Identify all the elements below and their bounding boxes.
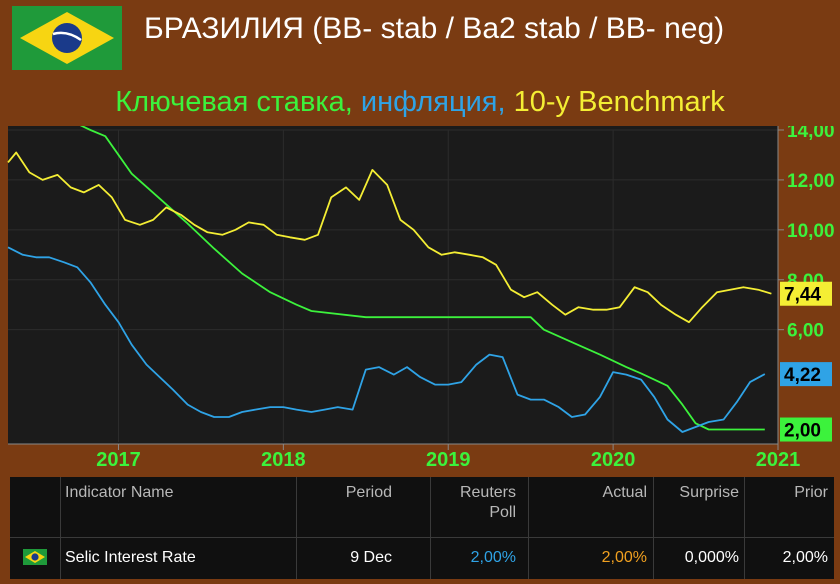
series-line-inflation bbox=[7, 246, 766, 433]
x-tick-label: 2020 bbox=[591, 449, 636, 471]
table-divider bbox=[528, 477, 529, 579]
y-tick-label: 10,00 bbox=[787, 221, 835, 242]
row-prior: 2,00% bbox=[782, 549, 828, 566]
table-divider bbox=[430, 477, 431, 579]
row-period: 9 Dec bbox=[350, 549, 392, 566]
subtitle-key-rate: Ключевая ставка, bbox=[115, 86, 361, 118]
table-header-divider bbox=[10, 537, 834, 538]
table-divider bbox=[60, 477, 61, 579]
y-tick-label: 14,00 bbox=[787, 126, 835, 142]
last-value-labels: 7,44 4,22 2,00 bbox=[780, 281, 832, 442]
row-indicator-name[interactable]: Selic Interest Rate bbox=[65, 549, 196, 566]
column-header-prior: Prior bbox=[794, 484, 828, 501]
x-tick-label: 2017 bbox=[96, 449, 141, 471]
subtitle-benchmark: 10-y Benchmark bbox=[513, 86, 725, 118]
series-line-benchmark bbox=[7, 151, 772, 324]
grid-lines bbox=[8, 129, 779, 442]
table-divider bbox=[744, 477, 745, 579]
y-tick-label: 6,00 bbox=[787, 321, 824, 342]
plot-area bbox=[8, 126, 778, 444]
column-header-poll: Reuters Poll bbox=[459, 484, 516, 521]
column-header-surprise: Surprise bbox=[679, 484, 739, 501]
last-value-label: 4,22 bbox=[784, 365, 821, 386]
brazil-flag-icon bbox=[23, 549, 47, 565]
series-line-key_rate bbox=[79, 126, 765, 431]
chart-subtitle: Ключевая ставка, инфляция, 10-y Benchmar… bbox=[0, 78, 840, 126]
page-title: БРАЗИЛИЯ (BB- stab / Ba2 stab / BB- neg) bbox=[144, 12, 725, 45]
last-value-label: 7,44 bbox=[784, 285, 821, 306]
row-reuters-poll: 2,00% bbox=[470, 549, 516, 566]
last-value-badge bbox=[780, 281, 832, 306]
x-axis: 2017 2018 2019 2020 2021 bbox=[8, 443, 801, 471]
header-bar: БРАЗИЛИЯ (BB- stab / Ba2 stab / BB- neg) bbox=[0, 0, 840, 76]
last-value-label: 2,00 bbox=[784, 421, 821, 442]
x-tick-label: 2019 bbox=[426, 449, 471, 471]
indicator-table: Indicator Name Period Reuters Poll Actua… bbox=[10, 477, 834, 579]
column-header-actual: Actual bbox=[602, 484, 647, 501]
x-tick-label: 2018 bbox=[261, 449, 306, 471]
series-lines bbox=[7, 126, 772, 433]
brazil-flag-icon bbox=[12, 6, 122, 70]
row-actual: 2,00% bbox=[601, 549, 647, 566]
last-value-badge bbox=[780, 417, 832, 442]
table-divider bbox=[653, 477, 654, 579]
column-header-period: Period bbox=[345, 484, 392, 501]
last-value-badge bbox=[780, 362, 832, 387]
row-surprise: 0,000% bbox=[684, 549, 739, 566]
subtitle-inflation: инфляция, bbox=[360, 86, 514, 118]
x-tick-label: 2021 bbox=[756, 449, 801, 471]
y-tick-label: 12,00 bbox=[787, 171, 835, 192]
table-divider bbox=[296, 477, 297, 579]
column-header-indicator: Indicator Name bbox=[65, 484, 174, 501]
